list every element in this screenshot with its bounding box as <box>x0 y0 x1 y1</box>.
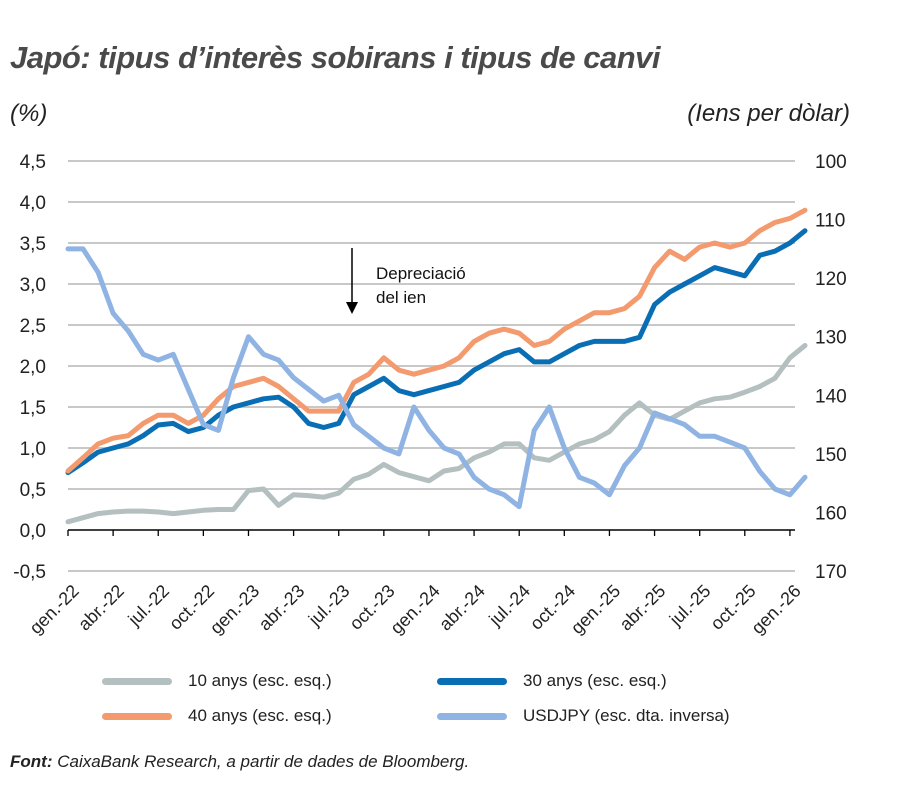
x-tick-label: gen.-26 <box>747 581 804 638</box>
y-tick-label: 0,5 <box>20 480 46 501</box>
legend-swatch <box>102 677 172 685</box>
y-tick-label: 3,0 <box>20 275 46 296</box>
legend-label: 10 anys (esc. esq.) <box>188 671 332 690</box>
y2-tick-label: 110 <box>815 211 845 232</box>
legend-item-10y: 10 anys (esc. esq.) <box>102 671 332 691</box>
x-tick-label: abr.-23 <box>255 581 309 635</box>
y-tick-label: 2,0 <box>20 357 46 378</box>
series-line-2 <box>65 207 808 474</box>
left-axis-unit: (%) <box>10 100 48 127</box>
legend-label: 40 anys (esc. esq.) <box>188 706 332 725</box>
series-line-0 <box>65 343 808 525</box>
y-tick-label: -0,5 <box>13 562 46 583</box>
x-tick-label: gen.-24 <box>386 581 443 638</box>
legend-label: 30 anys (esc. esq.) <box>523 671 667 690</box>
x-tick-label: abr.-22 <box>74 581 128 635</box>
x-tick-label: jul.-25 <box>665 581 715 631</box>
legend-item-30y: 30 anys (esc. esq.) <box>437 671 667 691</box>
y2-tick-label: 160 <box>815 503 847 524</box>
x-tick-label: abr.-24 <box>435 581 489 635</box>
annotation-text: del ien <box>376 288 426 307</box>
x-tick-label: abr.-25 <box>616 581 670 635</box>
legend-swatch <box>437 677 507 685</box>
y2-tick-label: 150 <box>815 445 847 466</box>
y-tick-label: 4,0 <box>20 193 46 214</box>
arrow-down-icon <box>346 302 358 314</box>
x-tick-label: gen.-22 <box>26 581 83 638</box>
y-tick-label: 2,5 <box>20 316 46 337</box>
y2-tick-label: 100 <box>815 152 847 173</box>
series-line-1 <box>65 228 808 476</box>
source-text: CaixaBank Research, a partir de dades de… <box>57 752 470 771</box>
y-tick-label: 1,5 <box>20 398 46 419</box>
x-tick-label: jul.-22 <box>124 581 174 631</box>
legend-item-usdjpy: USDJPY (esc. dta. inversa) <box>437 706 730 726</box>
x-tick-label: jul.-23 <box>304 581 354 631</box>
annotation-text: Depreciació <box>376 264 466 283</box>
legend-item-40y: 40 anys (esc. esq.) <box>102 706 332 726</box>
legend-label: USDJPY (esc. dta. inversa) <box>523 706 730 725</box>
x-tick-label: jul.-24 <box>485 581 535 631</box>
x-tick-label: gen.-25 <box>567 581 624 638</box>
legend-swatch <box>437 712 507 720</box>
y-tick-label: 3,5 <box>20 234 46 255</box>
y-tick-label: 1,0 <box>20 439 46 460</box>
y2-tick-label: 170 <box>815 562 847 583</box>
legend-swatch <box>102 712 172 720</box>
right-axis-unit: (Iens per dòlar) <box>687 100 850 127</box>
y-tick-label: 0,0 <box>20 521 46 542</box>
x-tick-label: gen.-23 <box>206 581 263 638</box>
y2-tick-label: 140 <box>815 386 847 407</box>
source-note: Font: CaixaBank Research, a partir de da… <box>10 752 469 772</box>
source-label: Font: <box>10 752 53 771</box>
series-line-3 <box>65 246 808 510</box>
y-tick-label: 4,5 <box>20 152 46 173</box>
y2-tick-label: 120 <box>815 269 847 290</box>
chart-title: Japó: tipus d’interès sobirans i tipus d… <box>10 40 661 75</box>
y2-tick-label: 130 <box>815 328 847 349</box>
